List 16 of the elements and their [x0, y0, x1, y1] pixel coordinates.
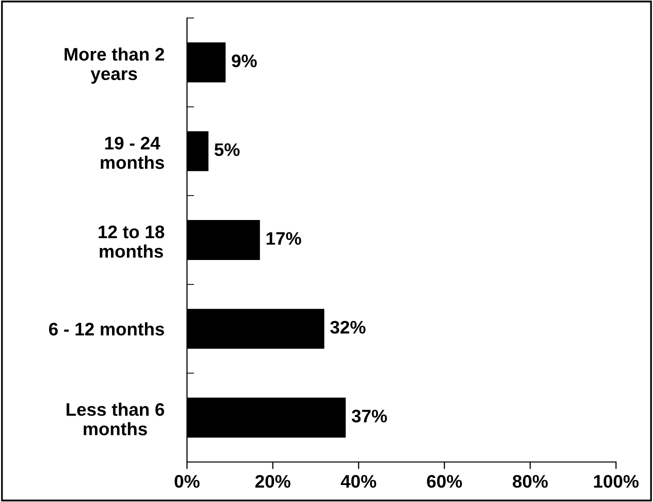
data-label: 17% [266, 232, 302, 245]
x-tick-label: 100% [594, 474, 639, 488]
y-tick-label: Less than 6 months [66, 402, 164, 436]
y-tick-label: 6 - 12 months [49, 322, 164, 336]
y-tick-label: 12 to 18 months [98, 226, 164, 258]
y-tick-label: More than 2 years [64, 47, 164, 84]
data-label: 32% [330, 320, 366, 334]
data-label: 9% [232, 54, 257, 68]
data-label: 37% [352, 410, 387, 422]
x-tick-label: 80% [512, 474, 548, 488]
x-tick-label: 60% [426, 474, 462, 488]
y-tick-label: 19 - 24 months [100, 136, 164, 169]
x-tick-label: 40% [340, 474, 376, 488]
data-label: 5% [214, 143, 240, 156]
x-tick-label: 20% [255, 474, 290, 488]
x-tick-label: 0% [174, 474, 200, 488]
